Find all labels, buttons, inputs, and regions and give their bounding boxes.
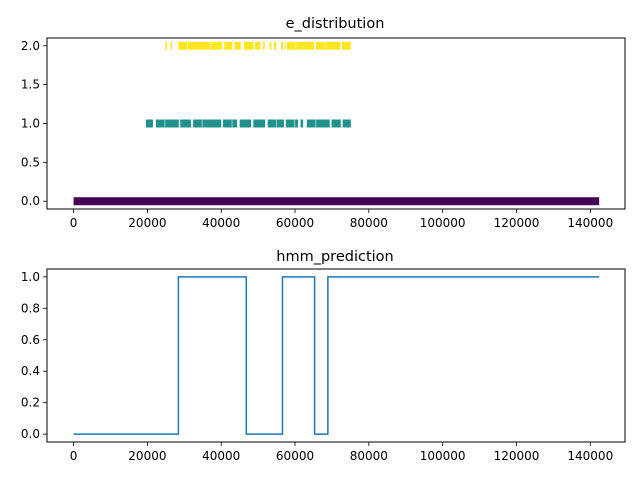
x-tick-label: 140000 [567, 216, 613, 230]
marker-band-1 [285, 119, 298, 128]
x-tick-label: 40000 [202, 216, 240, 230]
x-tick-label: 20000 [128, 216, 166, 230]
y-tick-label: 0.2 [21, 396, 40, 410]
marker-band-1 [342, 119, 351, 128]
e-distribution-axes-frame [46, 37, 626, 210]
y-tick-label: 0.0 [21, 427, 40, 441]
marker-band-2 [224, 41, 233, 50]
y-tick-label: 1.0 [21, 270, 40, 284]
marker-band-1 [193, 119, 222, 128]
hmm-prediction-data [73, 276, 600, 435]
marker-band-2 [286, 41, 315, 50]
x-tick-label: 20000 [128, 449, 166, 463]
marker-band-1 [239, 119, 252, 128]
marker-band-2 [341, 41, 351, 50]
marker-band-0 [73, 197, 600, 206]
marker-band-1 [300, 119, 304, 128]
e-distribution-x-ticks: 0 20000 40000 60000 80000 100000 120000 140000 [70, 209, 613, 230]
x-tick-label: 100000 [420, 449, 466, 463]
marker-band-1 [306, 119, 330, 128]
e-distribution-data [73, 41, 600, 206]
marker-band-2 [244, 41, 254, 50]
x-tick-label: 60000 [276, 216, 314, 230]
y-tick-label: 0.5 [21, 155, 40, 169]
x-tick-label: 120000 [494, 216, 540, 230]
marker-band-1 [155, 119, 179, 128]
y-tick-label: 0.0 [21, 194, 40, 208]
y-tick-label: 1.5 [21, 78, 40, 92]
marker-band-1 [331, 119, 341, 128]
marker-band-2 [234, 41, 241, 50]
y-tick-label: 0.6 [21, 333, 40, 347]
marker-band-1 [253, 119, 266, 128]
y-tick-label: 2.0 [21, 39, 40, 53]
marker-band-2 [262, 41, 265, 50]
e-distribution-title: e_distribution [286, 16, 385, 32]
marker-band-2 [273, 41, 277, 50]
e-distribution-panel: e_distribution 0 20000 40000 60000 80000 1000… [21, 16, 626, 230]
marker-band-2 [170, 41, 173, 50]
x-tick-label: 100000 [420, 216, 466, 230]
prediction-line [73, 276, 600, 435]
x-tick-label: 80000 [350, 449, 388, 463]
y-tick-label: 0.4 [21, 364, 40, 378]
y-tick-label: 1.0 [21, 117, 40, 131]
x-tick-label: 120000 [494, 449, 540, 463]
hmm-prediction-y-ticks: 0.0 0.2 0.4 0.6 0.8 1.0 [21, 270, 47, 441]
marker-band-2 [178, 41, 222, 50]
marker-band-2 [284, 41, 286, 50]
hmm-prediction-axes-frame [46, 268, 626, 443]
e-distribution-y-ticks: 0.0 0.5 1.0 1.5 2.0 [21, 39, 47, 208]
marker-band-1 [223, 119, 238, 128]
hmm-prediction-panel: hmm_prediction 0 20000 40000 60000 80000 1000… [21, 249, 626, 463]
marker-band-2 [269, 41, 272, 50]
hmm-prediction-title: hmm_prediction [276, 249, 393, 265]
x-tick-label: 140000 [567, 449, 613, 463]
marker-band-2 [255, 41, 261, 50]
marker-band-1 [180, 119, 191, 128]
marker-band-2 [281, 41, 283, 50]
y-tick-label: 0.8 [21, 301, 40, 315]
marker-band-1 [145, 119, 153, 128]
marker-band-2 [316, 41, 341, 50]
x-tick-label: 40000 [202, 449, 240, 463]
x-tick-label: 80000 [350, 216, 388, 230]
x-tick-label: 0 [70, 216, 78, 230]
marker-band-2 [165, 41, 167, 50]
x-tick-label: 60000 [276, 449, 314, 463]
marker-band-1 [267, 119, 284, 128]
hmm-prediction-x-ticks: 0 20000 40000 60000 80000 100000 120000 140000 [70, 442, 613, 463]
x-tick-label: 0 [70, 449, 78, 463]
